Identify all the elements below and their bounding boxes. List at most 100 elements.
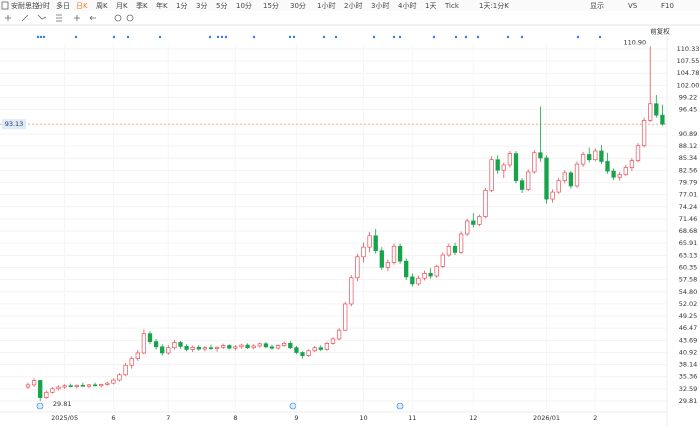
y-tick-label: 107.55 — [677, 57, 700, 65]
candle-body — [587, 154, 592, 161]
candle-body — [495, 159, 500, 171]
y-tick-label: 110.33 — [677, 45, 700, 53]
period-tab: 2小时 — [344, 1, 362, 10]
tools — [5, 14, 134, 22]
period-tab: 1分 — [176, 1, 187, 10]
period-tab: 1天:1分K — [479, 1, 509, 10]
candle-body — [251, 345, 256, 349]
y-tick-label: 54.80 — [679, 288, 698, 296]
x-tick-label: 2025/05 — [51, 414, 78, 422]
event-dot — [288, 35, 292, 39]
event-dot — [112, 35, 116, 39]
candle-body — [214, 346, 220, 349]
candle-body — [312, 347, 317, 352]
x-tick-label: 12 — [469, 414, 477, 422]
candle-body — [562, 172, 567, 182]
candle-body — [532, 152, 537, 173]
candle-body — [62, 385, 67, 388]
candle-body — [25, 384, 31, 388]
period-tab: 1小时 — [317, 1, 335, 10]
candle-body — [599, 150, 604, 162]
period-tab: 年K — [156, 1, 168, 10]
candle-body — [86, 384, 92, 387]
candle-body — [397, 245, 403, 262]
period-tab: 季K — [136, 1, 148, 10]
event-dots — [36, 35, 602, 39]
candle-body — [343, 303, 348, 331]
candle-body — [623, 167, 628, 175]
y-tick-label: 63.13 — [679, 251, 698, 259]
tool-measure — [74, 15, 80, 21]
event-badges — [36, 402, 404, 410]
y-tick-label: 32.59 — [679, 385, 698, 393]
candle-body — [257, 343, 262, 347]
tool-settings — [126, 14, 134, 22]
period-tab: 分时 — [36, 1, 50, 10]
candle-body — [379, 250, 384, 268]
event-dot — [322, 35, 326, 39]
candle-body — [294, 347, 299, 353]
y-tick-label: 79.79 — [679, 179, 698, 187]
candle-body — [416, 277, 421, 285]
y-tick-label: 60.35 — [679, 263, 698, 271]
candle-body — [410, 276, 415, 285]
candle-body — [208, 347, 214, 349]
candle-body — [629, 160, 635, 168]
event-dot — [476, 35, 480, 39]
period-tab: 日K — [76, 2, 88, 10]
period-tab: 3分 — [196, 1, 207, 10]
candle-body — [538, 152, 543, 159]
candle-body — [483, 189, 488, 217]
period-tab: 30分 — [290, 1, 306, 10]
y-tick-label: 46.47 — [679, 324, 698, 332]
candle-body — [489, 159, 494, 191]
x-tick-label: 2 — [593, 414, 597, 422]
symbol: 安耐思控 — [11, 1, 39, 10]
last-price-box — [2, 119, 26, 130]
candle-body — [129, 358, 134, 366]
candle-body — [135, 352, 140, 359]
candle-body — [269, 346, 275, 349]
y-tick-label: 68.68 — [679, 227, 698, 235]
candle-body — [318, 347, 323, 350]
candle-body — [50, 388, 55, 393]
candle-body — [117, 374, 122, 381]
x-tick-label: 10 — [359, 414, 367, 422]
event-badge — [36, 402, 44, 410]
candle-body — [458, 233, 464, 253]
candle-body — [385, 262, 391, 268]
period-tab: 多日 — [56, 1, 70, 10]
tool-line — [21, 14, 29, 22]
candle-body — [202, 347, 208, 350]
x-tick-label: 6 — [111, 414, 115, 422]
candle-body — [526, 171, 531, 190]
candle-body — [153, 341, 159, 348]
candle-body — [641, 120, 647, 147]
candle-body — [324, 342, 330, 350]
candle-body — [422, 273, 427, 279]
y-tick-label: 65.91 — [679, 239, 698, 247]
candle-body — [355, 256, 360, 279]
candle-body — [660, 114, 665, 125]
candle-body — [654, 103, 659, 116]
candle-body — [477, 216, 482, 225]
candle-body — [446, 245, 452, 256]
period-tab: 5分 — [216, 1, 227, 10]
y-tick-label: 38.14 — [679, 361, 698, 369]
event-dot — [464, 35, 468, 39]
y-tick-label: 85.34 — [679, 154, 698, 162]
candle-body — [550, 191, 555, 200]
candle-body — [556, 180, 561, 193]
candle-body — [288, 342, 293, 349]
event-dot — [42, 35, 46, 39]
candle-body — [440, 254, 445, 267]
candle-body — [465, 220, 470, 235]
candle-body — [568, 172, 574, 187]
y-tick-label: 104.78 — [677, 69, 700, 77]
candle-body — [166, 347, 171, 354]
candle-body — [263, 343, 269, 348]
candle-body — [178, 342, 183, 347]
period-tab: 10分 — [236, 1, 252, 10]
candle-body — [111, 379, 116, 384]
y-tick-label: 49.25 — [679, 312, 698, 320]
